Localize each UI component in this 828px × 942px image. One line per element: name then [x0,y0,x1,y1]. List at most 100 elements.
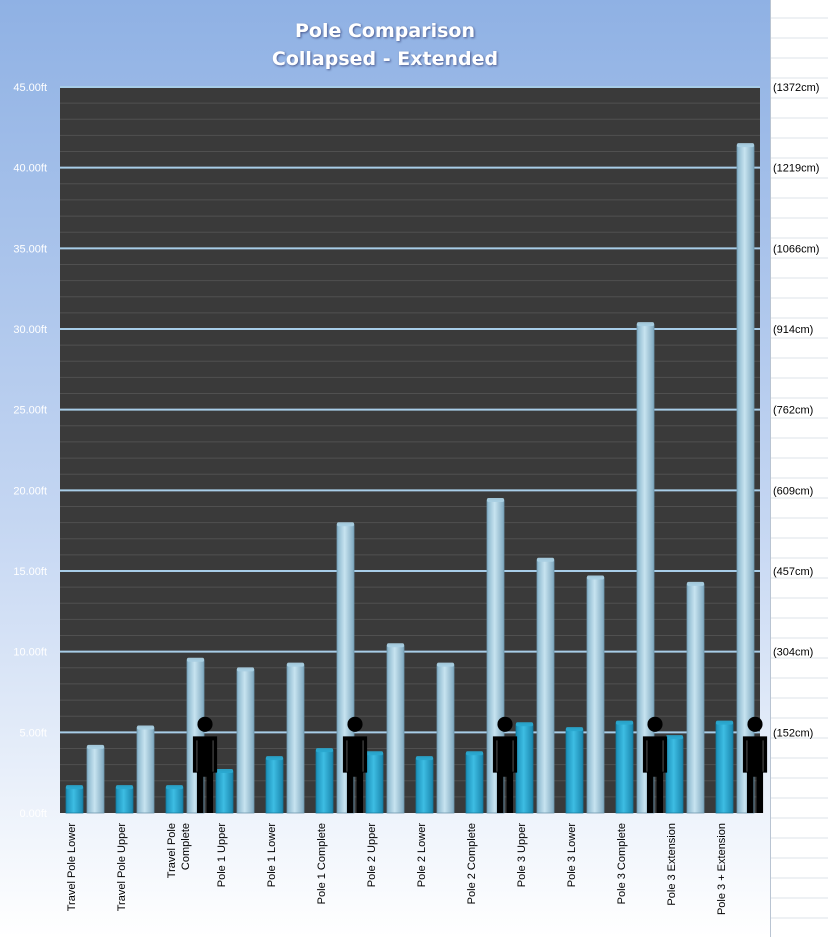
chart-svg: 0.00ft 5.00ft 10.00ft 15.00ft 20.00ft 25.00ft… [0,0,770,937]
person-head [647,716,663,732]
person-silhouette [192,716,218,813]
bar-extended-cap [737,143,754,148]
bar-collapsed-cap [166,785,183,790]
bar-collapsed-cap [666,735,683,740]
cm-tick-label: (304cm) [773,647,813,659]
plot-area [60,87,760,813]
bar-extended [736,144,755,814]
bar-collapsed [615,722,634,814]
people-layer [192,716,768,813]
x-tick-label: Pole 2 Lower [416,823,428,888]
y-tick-label: 25.00ft [13,405,47,417]
cm-tick-label: (152cm) [773,727,813,739]
y-tick-label: 20.00ft [13,485,47,497]
cm-tick-label: (762cm) [773,405,813,417]
bar-collapsed-cap [566,727,583,732]
bar-extended-cap [387,643,404,648]
bar-collapsed-cap [466,751,483,756]
y-tick-label: 0.00ft [19,808,47,820]
chart-area: 0.00ft 5.00ft 10.00ft 15.00ft 20.00ft 25.00ft… [0,0,770,937]
y-tick-label: 15.00ft [13,566,47,578]
person-silhouette [642,716,668,813]
cm-tick-label: (609cm) [773,485,813,497]
bar-extended-cap [637,322,654,327]
bar-extended-cap [187,657,204,662]
person-head [347,716,363,732]
bar-collapsed [465,752,484,814]
bar-collapsed-cap [516,722,533,727]
x-tick-label: Pole 2 Complete [466,823,478,904]
bar-collapsed-cap [66,785,83,790]
cm-tick-label: (457cm) [773,566,813,578]
bar-collapsed [565,728,584,814]
bar-collapsed-cap [616,720,633,725]
x-tick-label: Pole 1 Upper [216,823,228,888]
y-tick-label: 40.00ft [13,163,47,175]
x-tick-label: Pole 3 Extension [666,823,678,906]
bar-collapsed [365,752,384,814]
bar-extended-cap [687,581,704,586]
bar-extended-cap [437,662,454,667]
bar-collapsed-cap [716,720,733,725]
bar-collapsed-cap [366,751,383,756]
bar-collapsed [65,786,84,814]
bar-collapsed [265,757,284,814]
x-tick-label: Pole 3 Upper [516,823,528,888]
x-tick-label: Pole 1 Complete [316,823,328,904]
x-tick-label: Travel Pole Upper [116,823,128,912]
chart-subtitle: Collapsed - Extended [271,48,499,70]
labels-layer: 0.00ft 5.00ft 10.00ft 15.00ft 20.00ft 25.00ft… [13,82,728,915]
bar-extended [586,577,605,814]
person-head [747,716,763,732]
bar-collapsed-cap [416,756,433,761]
bar-extended [536,559,555,814]
bar-extended-cap [237,667,254,672]
person-silhouette [342,716,368,813]
bar-collapsed-cap [216,769,233,774]
bar-collapsed [115,786,134,814]
bar-collapsed [665,736,684,814]
person-body [492,736,518,813]
bar-extended-cap [287,662,304,667]
y-tick-label: 10.00ft [13,647,47,659]
y-tick-label: 35.00ft [13,243,47,255]
x-tick-label: Travel Pole Lower [66,823,78,912]
person-head [197,716,213,732]
bar-extended-cap [137,725,154,730]
person-body [742,736,768,813]
bar-extended [86,746,105,814]
cm-tick-label: (1219cm) [773,163,819,175]
y-tick-label: 5.00ft [19,727,47,739]
bar-extended [686,583,705,814]
cm-axis-panel: (152cm) (304cm) (457cm) (609cm) (762cm) (914c… [770,0,828,937]
bar-collapsed [215,770,234,814]
bar-extended-cap [487,498,504,503]
x-tick-label: Pole 3 Lower [566,823,578,888]
bars-layer [65,143,755,814]
x-tick-label: Pole 1 Lower [266,823,278,888]
bar-collapsed [415,757,434,814]
bar-extended-cap [537,557,554,562]
bar-extended-cap [87,744,104,749]
bar-extended [286,664,305,814]
bar-collapsed-cap [316,748,333,753]
bar-collapsed [715,722,734,814]
bar-extended-cap [587,575,604,580]
bar-collapsed [315,749,334,814]
person-silhouette [742,716,768,813]
person-silhouette [492,716,518,813]
person-head [497,716,513,732]
bar-extended [386,644,405,814]
bar-extended [236,669,255,814]
bar-extended [436,664,455,814]
cm-tick-label: (1372cm) [773,82,819,94]
chart-title: Pole Comparison [295,20,475,42]
bar-collapsed-cap [116,785,133,790]
x-tick-label: Pole 3 + Extension [716,823,728,915]
bar-extended [136,727,155,814]
bar-collapsed-cap [266,756,283,761]
x-tick-label: Pole 2 Upper [366,823,378,888]
x-tick-label: Travel Pole Complete [166,823,192,878]
cm-tick-label: (914cm) [773,324,813,336]
person-body [342,736,368,813]
